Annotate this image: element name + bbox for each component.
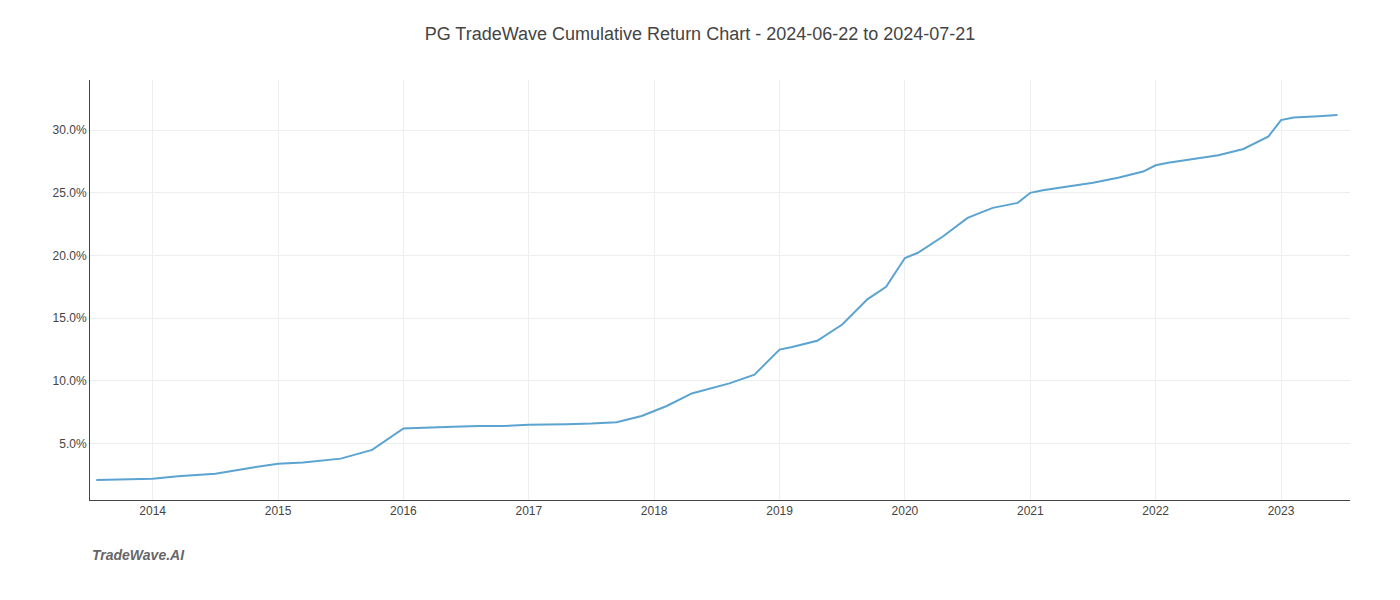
svg-text:5.0%: 5.0% [59, 437, 87, 451]
svg-text:25.0%: 25.0% [53, 186, 87, 200]
svg-text:2014: 2014 [139, 504, 166, 518]
svg-text:2022: 2022 [1142, 504, 1169, 518]
svg-text:20.0%: 20.0% [53, 249, 87, 263]
svg-text:2015: 2015 [265, 504, 292, 518]
svg-text:2016: 2016 [390, 504, 417, 518]
svg-text:2020: 2020 [892, 504, 919, 518]
svg-text:2021: 2021 [1017, 504, 1044, 518]
svg-text:2018: 2018 [641, 504, 668, 518]
svg-text:TradeWave.AI: TradeWave.AI [92, 547, 185, 563]
svg-text:2023: 2023 [1268, 504, 1295, 518]
svg-text:10.0%: 10.0% [53, 374, 87, 388]
svg-text:2019: 2019 [766, 504, 793, 518]
svg-text:30.0%: 30.0% [53, 123, 87, 137]
svg-text:2017: 2017 [515, 504, 542, 518]
svg-text:PG TradeWave Cumulative Return: PG TradeWave Cumulative Return Chart - 2… [425, 24, 976, 44]
svg-text:15.0%: 15.0% [53, 311, 87, 325]
